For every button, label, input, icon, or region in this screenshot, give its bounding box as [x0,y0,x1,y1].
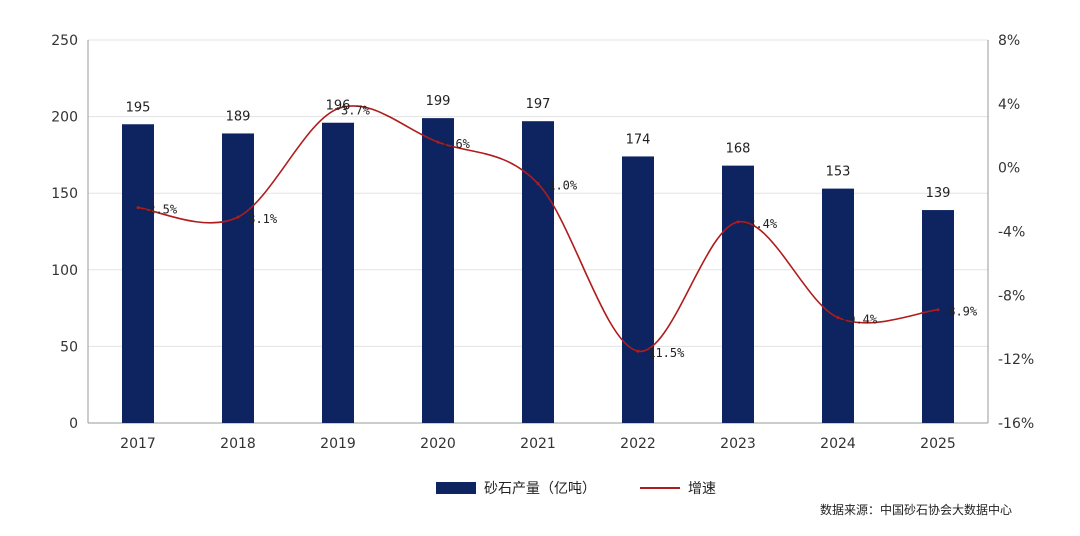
bar-value-label: 195 [126,100,151,115]
growth-point [736,220,740,224]
y-left-tick-label: 100 [51,263,78,279]
bar [522,121,554,424]
x-tick-label: 2024 [820,436,856,452]
x-tick-label: 2019 [320,436,356,452]
growth-line [137,105,939,353]
growth-value-label: -3.1% [241,212,278,226]
bar-value-label: 139 [926,186,951,201]
bar [822,188,854,423]
bar [322,122,354,423]
growth-value-label: -2.5% [141,203,178,217]
bar-value-label: 189 [226,109,251,124]
x-tick-label: 2020 [420,436,456,452]
x-tick-label: 2021 [520,436,556,452]
growth-value-label: -11.5% [641,346,685,360]
bar [722,165,754,423]
x-tick-label: 2023 [720,436,756,452]
y-left-tick-label: 150 [51,186,78,202]
x-tick-label: 2018 [220,436,256,452]
bar-value-label: 153 [826,165,851,180]
y-right-tick-label: -12% [998,352,1034,368]
growth-point [836,316,840,320]
growth-point [636,349,640,353]
x-tick-label: 2025 [920,436,956,452]
axes: 0 50 100 150 200 250 -16% -12% -8% -4% 0% 4% 8% 2017 2… [51,33,1034,452]
bar-value-label: 174 [626,132,651,147]
legend-label-growth: 增速 [688,481,716,497]
bar [622,156,654,423]
bar-value-label: 197 [526,97,551,112]
growth-value-label: -9.4% [841,313,878,327]
x-tick-label: 2022 [620,436,656,452]
legend-line-swatch [640,487,680,489]
y-right-tick-label: 8% [998,33,1020,49]
growth-point [336,107,340,111]
bar-value-label: 199 [426,94,451,109]
legend-item-growth: 增速 [640,478,716,498]
growth-point [236,215,240,219]
bar [122,124,154,423]
data-labels: 195 189 196 199 197 174 168 153 139 -2.5% -3.1% 3.7… [126,94,978,360]
bar-value-label: 168 [726,142,751,157]
legend: 砂石产量（亿吨） 增速 [0,478,1080,502]
growth-point [436,140,440,144]
legend-item-output: 砂石产量（亿吨） [436,478,596,498]
growth-line-series [136,105,940,353]
y-left-tick-label: 50 [60,339,78,355]
y-right-tick-label: 4% [998,97,1020,113]
growth-value-label: 1.6% [441,137,471,151]
y-left-tick-label: 200 [51,110,78,126]
y-left-tick-label: 250 [51,33,78,49]
bar-series [122,118,954,424]
bar [222,133,254,423]
growth-point [936,308,940,312]
growth-point [136,206,140,210]
growth-value-label: -3.4% [741,217,778,231]
y-right-tick-label: -8% [998,288,1025,304]
legend-bar-swatch [436,482,476,494]
x-tick-label: 2017 [120,436,156,452]
y-right-tick-label: -4% [998,225,1025,241]
growth-value-label: -1.0% [541,179,578,193]
y-right-tick-label: -16% [998,416,1034,432]
bar [922,210,954,423]
y-right-tick-label: 0% [998,161,1020,177]
growth-value-label: 3.7% [341,104,371,118]
bar-value-label: 196 [326,99,351,114]
y-left-tick-label: 0 [69,416,78,432]
growth-point [536,182,540,186]
legend-label-output: 砂石产量（亿吨） [484,481,596,497]
growth-value-label: -8.9% [941,305,978,319]
bar [422,118,454,423]
source-note: 数据来源：中国砂石协会大数据中心 [820,503,1013,517]
